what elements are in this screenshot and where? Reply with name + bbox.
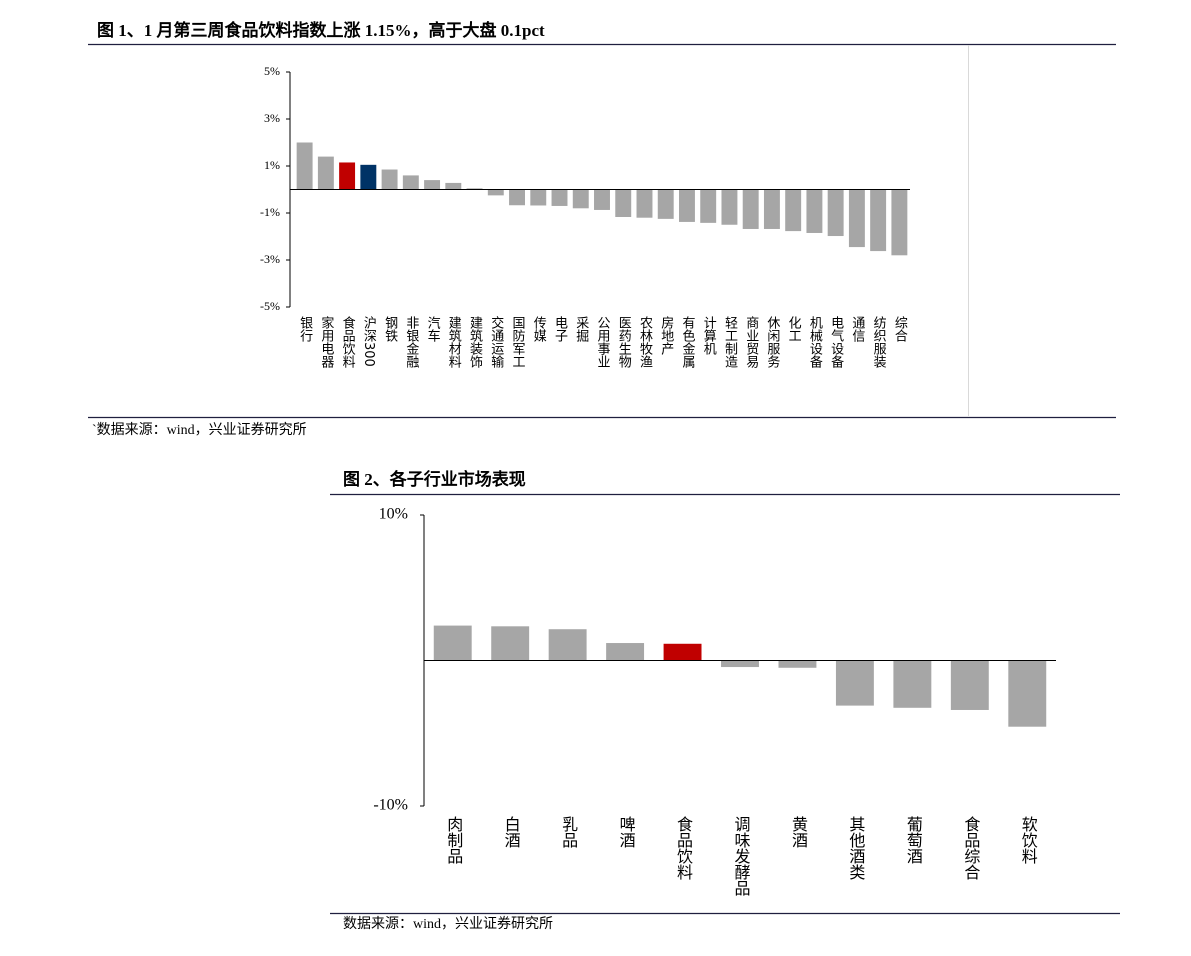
bar <box>893 660 932 708</box>
x-tick-label: 交通运输 <box>488 315 504 368</box>
y-tick-label: -5% <box>260 299 280 313</box>
bar <box>870 189 887 252</box>
source: 数据来源：wind，兴业证券研究所 <box>343 916 553 932</box>
x-tick-label: 计算机 <box>701 316 717 356</box>
bar <box>339 162 356 190</box>
y-tick-label: 3% <box>264 111 280 125</box>
source: `数据来源：wind，兴业证券研究所 <box>92 422 307 438</box>
bar <box>530 189 547 206</box>
x-tick-label: 农林牧渔 <box>637 316 653 368</box>
bar <box>657 189 674 219</box>
x-tick-label: 化工 <box>786 316 802 342</box>
bar <box>445 182 462 190</box>
bar <box>424 180 441 190</box>
x-tick-label: 钢铁 <box>382 316 398 342</box>
bar <box>606 643 645 661</box>
bar <box>721 660 759 668</box>
x-tick-label: 肉制品 <box>444 816 463 864</box>
y-tick-label: -10% <box>373 797 408 814</box>
x-tick-label: 汽车 <box>425 316 441 342</box>
x-tick-label: 房地产 <box>658 315 674 356</box>
y-tick-label: -1% <box>260 205 280 219</box>
bar <box>636 189 653 218</box>
bar <box>509 189 525 206</box>
x-tick-label: 建筑材料 <box>446 316 462 368</box>
bar <box>663 643 702 661</box>
x-tick-label: 非银金融 <box>403 316 419 368</box>
figure-title: 图 1、1 月第三周食品饮料指数上涨 1.15%，高于大盘 0.1pct <box>97 20 545 40</box>
bar <box>487 189 504 196</box>
x-tick-label: 葡萄酒 <box>904 816 923 864</box>
bar <box>835 660 874 706</box>
bar <box>548 629 587 661</box>
y-tick-label: 5% <box>264 64 280 78</box>
x-tick-label: 家用电器 <box>318 315 334 369</box>
bar <box>551 189 568 206</box>
x-tick-label: 医药生物 <box>616 316 632 369</box>
bar <box>721 189 738 225</box>
x-tick-label: 电子 <box>552 316 568 342</box>
bar <box>806 189 823 233</box>
x-tick-label: 软饮料 <box>1019 816 1038 864</box>
bar <box>402 175 419 190</box>
bar <box>317 156 334 190</box>
y-tick-label: -3% <box>260 252 280 266</box>
bar <box>848 189 865 248</box>
x-tick-label: 食品饮料 <box>674 816 693 880</box>
bar <box>891 189 908 256</box>
x-tick-label: 食品综合 <box>961 816 980 880</box>
bar <box>950 660 989 710</box>
x-tick-label: 食品饮料 <box>340 315 356 368</box>
x-tick-label: 沪深300 <box>361 315 377 366</box>
x-tick-label: 机械设备 <box>807 316 823 369</box>
x-tick-label: 啤酒 <box>617 816 636 848</box>
x-tick-label: 建筑装饰 <box>467 316 483 368</box>
bar <box>700 189 717 223</box>
bar <box>491 626 530 661</box>
x-tick-label: 传媒 <box>531 316 547 342</box>
bar <box>1008 660 1047 727</box>
figure-title: 图 2、各子行业市场表现 <box>343 469 526 489</box>
bar <box>572 189 589 209</box>
y-tick-label: 10% <box>379 506 408 523</box>
x-tick-label: 有色金属 <box>679 316 695 369</box>
y-tick-label: 1% <box>264 158 280 172</box>
x-tick-label: 黄酒 <box>789 816 808 848</box>
bar <box>742 189 759 229</box>
bar <box>778 660 817 668</box>
x-tick-label: 其他酒类 <box>846 816 865 880</box>
x-tick-label: 电气设备 <box>828 316 844 369</box>
x-tick-label: 通信 <box>849 316 865 342</box>
bar <box>827 189 844 237</box>
x-tick-label: 采掘 <box>573 316 589 342</box>
bar <box>615 189 632 217</box>
x-tick-label: 公用事业 <box>595 316 611 368</box>
bar <box>785 189 802 232</box>
bar <box>381 169 398 190</box>
x-tick-label: 综合 <box>892 316 908 342</box>
bar <box>296 142 313 190</box>
x-tick-label: 乳品 <box>559 816 578 848</box>
bar <box>679 189 695 222</box>
x-tick-label: 纺织服装 <box>871 316 887 368</box>
x-tick-label: 休闲服务 <box>764 316 780 368</box>
x-tick-label: 国防军工 <box>510 316 526 368</box>
bar <box>433 625 472 661</box>
bar <box>763 189 780 229</box>
x-tick-label: 调味发酵品 <box>732 816 751 896</box>
bar <box>594 189 610 210</box>
x-tick-label: 轻工制造 <box>722 316 738 369</box>
bar <box>466 188 483 190</box>
x-tick-label: 银行 <box>297 316 313 343</box>
x-tick-label: 白酒 <box>502 816 521 848</box>
bar <box>360 164 377 190</box>
x-tick-label: 商业贸易 <box>743 316 759 369</box>
